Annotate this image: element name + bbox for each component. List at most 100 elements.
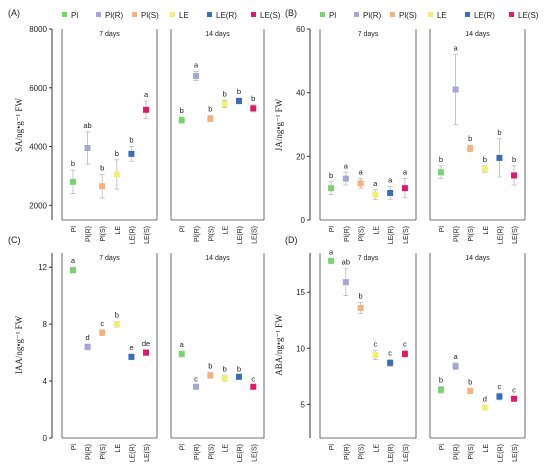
- legend-swatch: [354, 12, 359, 17]
- significance-letter: ab: [83, 121, 91, 130]
- y-axis-label: JA/ng•g⁻¹ FW: [274, 98, 284, 151]
- significance-letter: b: [237, 87, 241, 96]
- data-point: [99, 329, 106, 336]
- group-title: 14 days: [465, 255, 490, 262]
- chart-panel: (B) 0 20 40 60 JA/ng•g⁻¹ FW 7 days b Pl a Pl(R) a Pl…: [274, 8, 526, 244]
- group-title: 14 days: [205, 31, 230, 38]
- data-group: 14 days a Pl c Pl(R) b Pl(S) b LE b LE(R) c LE(S): [170, 253, 265, 462]
- x-tick-label: Pl(S): [208, 444, 215, 460]
- data-point: [128, 150, 135, 157]
- panel-label: (C): [8, 235, 21, 245]
- significance-letter: a: [453, 352, 458, 361]
- group-title: 14 days: [465, 31, 490, 38]
- data-point: [84, 145, 91, 152]
- y-tick-label: 8000: [29, 25, 47, 34]
- x-tick-label: LE(R): [129, 226, 136, 244]
- x-tick-label: Pl: [180, 444, 187, 451]
- significance-letter: b: [237, 364, 241, 373]
- y-axis-label: IAA/ng•g⁻¹ FW: [14, 315, 24, 374]
- chart-panel: (C) 0 4 8 12 IAA/ng•g⁻¹ FW 7 days a Pl d Pl(R) c Pl(…: [8, 235, 265, 462]
- y-tick-label: 20: [296, 152, 305, 161]
- significance-letter: b: [251, 94, 255, 103]
- group-title: 14 days: [205, 255, 230, 262]
- y-tick-label: 4000: [29, 143, 47, 152]
- legend-swatch: [509, 12, 514, 17]
- legend-swatch: [132, 12, 137, 17]
- data-point: [467, 145, 474, 152]
- x-tick-label: LE(R): [388, 444, 395, 462]
- significance-letter: b: [223, 364, 227, 373]
- x-tick-label: Pl: [439, 444, 446, 451]
- x-tick-label: LE: [115, 226, 122, 235]
- x-tick-label: Pl(R): [454, 444, 461, 460]
- significance-letter: a: [144, 90, 149, 99]
- legend-swatch: [170, 12, 175, 17]
- data-point: [437, 386, 444, 393]
- significance-letter: d: [85, 333, 89, 342]
- x-tick-label: LE(S): [251, 444, 258, 462]
- y-tick-label: 8: [43, 320, 48, 329]
- x-tick-label: LE(S): [403, 444, 410, 462]
- significance-letter: c: [100, 319, 104, 328]
- y-axis-label: ABA/ng•g⁻¹ FW: [274, 314, 284, 376]
- significance-letter: a: [194, 61, 199, 70]
- data-group: 7 days a Pl d Pl(R) c Pl(S) b LE e LE(R) de LE(S): [61, 253, 158, 462]
- significance-letter: b: [439, 375, 443, 384]
- significance-letter: c: [374, 340, 378, 349]
- x-tick-label: LE(S): [251, 226, 258, 244]
- significance-letter: ab: [342, 258, 350, 267]
- y-tick-label: 0: [301, 216, 306, 225]
- data-point: [193, 73, 200, 80]
- significance-letter: a: [388, 176, 393, 185]
- y-tick-label: 6000: [29, 84, 47, 93]
- x-tick-label: Pl: [439, 226, 446, 233]
- legend: Pl Pl(R) Pl(S) LE LE(R) LE(S): [320, 11, 539, 20]
- y-tick-label: 12: [38, 263, 47, 272]
- x-tick-label: LE(R): [237, 226, 244, 244]
- legend-swatch: [96, 12, 101, 17]
- data-point: [328, 185, 335, 192]
- x-tick-label: LE: [373, 444, 380, 453]
- significance-letter: a: [344, 161, 349, 170]
- significance-letter: a: [453, 43, 458, 52]
- x-tick-label: LE(S): [512, 444, 519, 462]
- data-point: [357, 304, 364, 311]
- data-point: [467, 387, 474, 394]
- data-point: [401, 185, 408, 192]
- significance-letter: c: [388, 349, 392, 358]
- y-axis-label: SA/ng•g⁻¹ FW: [14, 98, 24, 152]
- y-tick-label: 4: [43, 377, 48, 386]
- significance-letter: b: [468, 378, 472, 387]
- legend-swatch: [207, 12, 212, 17]
- x-tick-label: Pl(R): [344, 226, 351, 242]
- significance-letter: b: [180, 106, 184, 115]
- x-tick-label: Pl: [71, 444, 78, 451]
- data-point: [496, 154, 503, 161]
- significance-letter: b: [223, 89, 227, 98]
- x-tick-label: Pl(S): [468, 444, 475, 460]
- significance-letter: a: [359, 168, 364, 177]
- x-tick-label: LE(R): [129, 444, 136, 462]
- group-title: 7 days: [99, 255, 120, 262]
- data-point: [69, 178, 76, 185]
- panel-label: (D): [285, 235, 298, 245]
- data-point: [128, 353, 135, 360]
- legend: Pl Pl(R) Pl(S) LE LE(R) LE(S): [62, 11, 281, 20]
- significance-letter: b: [468, 134, 472, 143]
- legend-swatch: [428, 12, 433, 17]
- data-point: [69, 267, 76, 274]
- x-tick-label: LE(R): [497, 444, 504, 462]
- data-point: [481, 166, 488, 173]
- data-point: [221, 100, 228, 107]
- data-point: [481, 404, 488, 411]
- data-point: [250, 383, 257, 390]
- x-tick-label: Pl(S): [359, 444, 366, 460]
- y-tick-label: 40: [296, 89, 305, 98]
- data-group: 14 days b Pl a Pl(R) b Pl(S) b LE b LE(R) b LE(S): [429, 29, 526, 244]
- significance-letter: b: [100, 163, 104, 172]
- y-tick-label: 15: [296, 288, 305, 297]
- data-point: [401, 350, 408, 357]
- data-point: [387, 189, 394, 196]
- legend-label: LE: [437, 11, 447, 20]
- data-point: [235, 373, 242, 380]
